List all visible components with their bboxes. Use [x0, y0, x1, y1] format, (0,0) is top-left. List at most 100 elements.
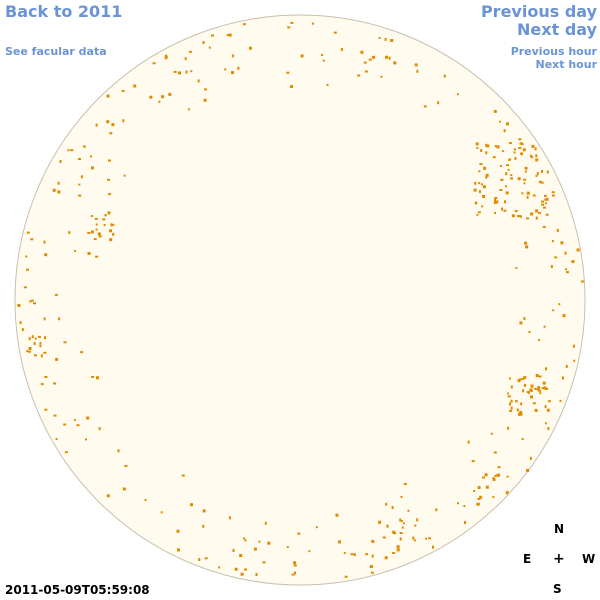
facular-spot	[357, 74, 361, 77]
facular-spot	[481, 183, 483, 186]
facular-spot	[242, 23, 246, 26]
facular-spot	[456, 93, 459, 96]
facular-spot	[551, 194, 555, 197]
facular-spot	[509, 377, 511, 380]
facular-spot	[372, 55, 376, 59]
see-facular-data-link[interactable]: See facular data	[5, 45, 107, 58]
facular-spot	[443, 74, 446, 78]
facular-spot	[497, 466, 501, 469]
facular-spot	[501, 207, 503, 211]
facular-spot	[519, 378, 523, 381]
facular-spot	[476, 502, 480, 505]
facular-spot	[518, 147, 522, 149]
facular-spot	[562, 376, 564, 380]
compass-west: W	[582, 552, 596, 566]
facular-spot	[294, 571, 296, 575]
solar-disk	[14, 14, 586, 586]
facular-spot	[98, 427, 101, 431]
facular-spot	[44, 376, 48, 378]
facular-spot	[232, 54, 235, 58]
facular-spot	[391, 506, 394, 509]
facular-spot	[364, 70, 368, 73]
facular-spot	[111, 123, 115, 127]
facular-spot	[340, 48, 343, 51]
next-day-link[interactable]: Next day	[517, 20, 597, 39]
facular-spot	[529, 388, 533, 392]
facular-spot	[506, 164, 510, 167]
facular-spot	[437, 101, 440, 105]
facular-spot	[371, 539, 375, 543]
facular-spots-layer	[17, 21, 584, 578]
facular-spot	[541, 387, 544, 390]
facular-spot	[380, 75, 383, 78]
facular-spot	[190, 503, 193, 507]
facular-spot	[106, 94, 110, 98]
facular-spot	[335, 513, 339, 517]
facular-spot	[531, 156, 534, 159]
next-hour-link[interactable]: Next hour	[535, 58, 598, 71]
facular-spot	[485, 175, 488, 179]
facular-spot	[539, 392, 542, 395]
facular-spot	[112, 232, 115, 236]
facular-spot	[535, 374, 539, 377]
facular-spot	[432, 545, 434, 549]
facular-spot	[78, 194, 82, 197]
facular-spot	[520, 143, 524, 146]
facular-spot	[86, 416, 90, 420]
facular-spot	[523, 317, 526, 321]
facular-spot	[102, 218, 106, 221]
facular-spot	[110, 223, 113, 227]
facular-spot	[87, 252, 91, 255]
facular-spot	[524, 241, 528, 245]
facular-spot	[202, 41, 205, 44]
facular-spot	[57, 190, 61, 194]
facular-spot	[545, 197, 549, 201]
facular-spot	[510, 399, 513, 403]
previous-hour-link[interactable]: Previous hour	[510, 45, 597, 58]
facular-spot	[293, 561, 297, 565]
facular-spot	[494, 197, 498, 199]
facular-spot	[559, 399, 562, 402]
facular-spot	[255, 573, 258, 576]
previous-day-link[interactable]: Previous day	[480, 2, 597, 21]
facular-spot	[493, 451, 497, 454]
facular-spot	[482, 185, 486, 189]
facular-spot	[185, 70, 188, 74]
facular-spot	[414, 63, 418, 67]
facular-spot	[573, 359, 576, 362]
facular-spot	[190, 70, 193, 73]
facular-spot	[43, 240, 46, 244]
facular-spot	[399, 537, 402, 541]
facular-spot	[109, 229, 112, 233]
facular-spot	[108, 193, 111, 196]
back-to-year-link[interactable]: Back to 2011	[5, 2, 123, 21]
facular-spot	[515, 266, 518, 269]
facular-spot	[168, 92, 172, 96]
facular-spot	[547, 427, 550, 431]
facular-spot	[178, 71, 181, 75]
facular-spot	[396, 545, 400, 549]
facular-spot	[463, 505, 466, 507]
facular-spot	[496, 473, 500, 477]
facular-spot	[312, 22, 314, 25]
facular-spot	[551, 191, 555, 194]
facular-spot	[510, 174, 513, 177]
facular-spot	[474, 181, 477, 185]
facular-spot	[544, 202, 547, 205]
facular-spot	[63, 423, 67, 426]
facular-spot	[237, 66, 240, 70]
facular-spot	[530, 212, 534, 216]
facular-spot	[554, 256, 558, 259]
facular-spot	[505, 191, 509, 195]
facular-spot	[520, 402, 523, 406]
facular-spot	[103, 224, 106, 226]
facular-spot	[425, 537, 428, 540]
facular-spot	[402, 522, 405, 525]
facular-spot	[403, 483, 407, 485]
facular-spot	[531, 144, 535, 148]
facular-spot	[17, 304, 21, 307]
facular-spot	[95, 228, 98, 231]
facular-spot	[243, 537, 246, 540]
facular-spot	[287, 26, 291, 29]
facular-spot	[106, 120, 110, 124]
